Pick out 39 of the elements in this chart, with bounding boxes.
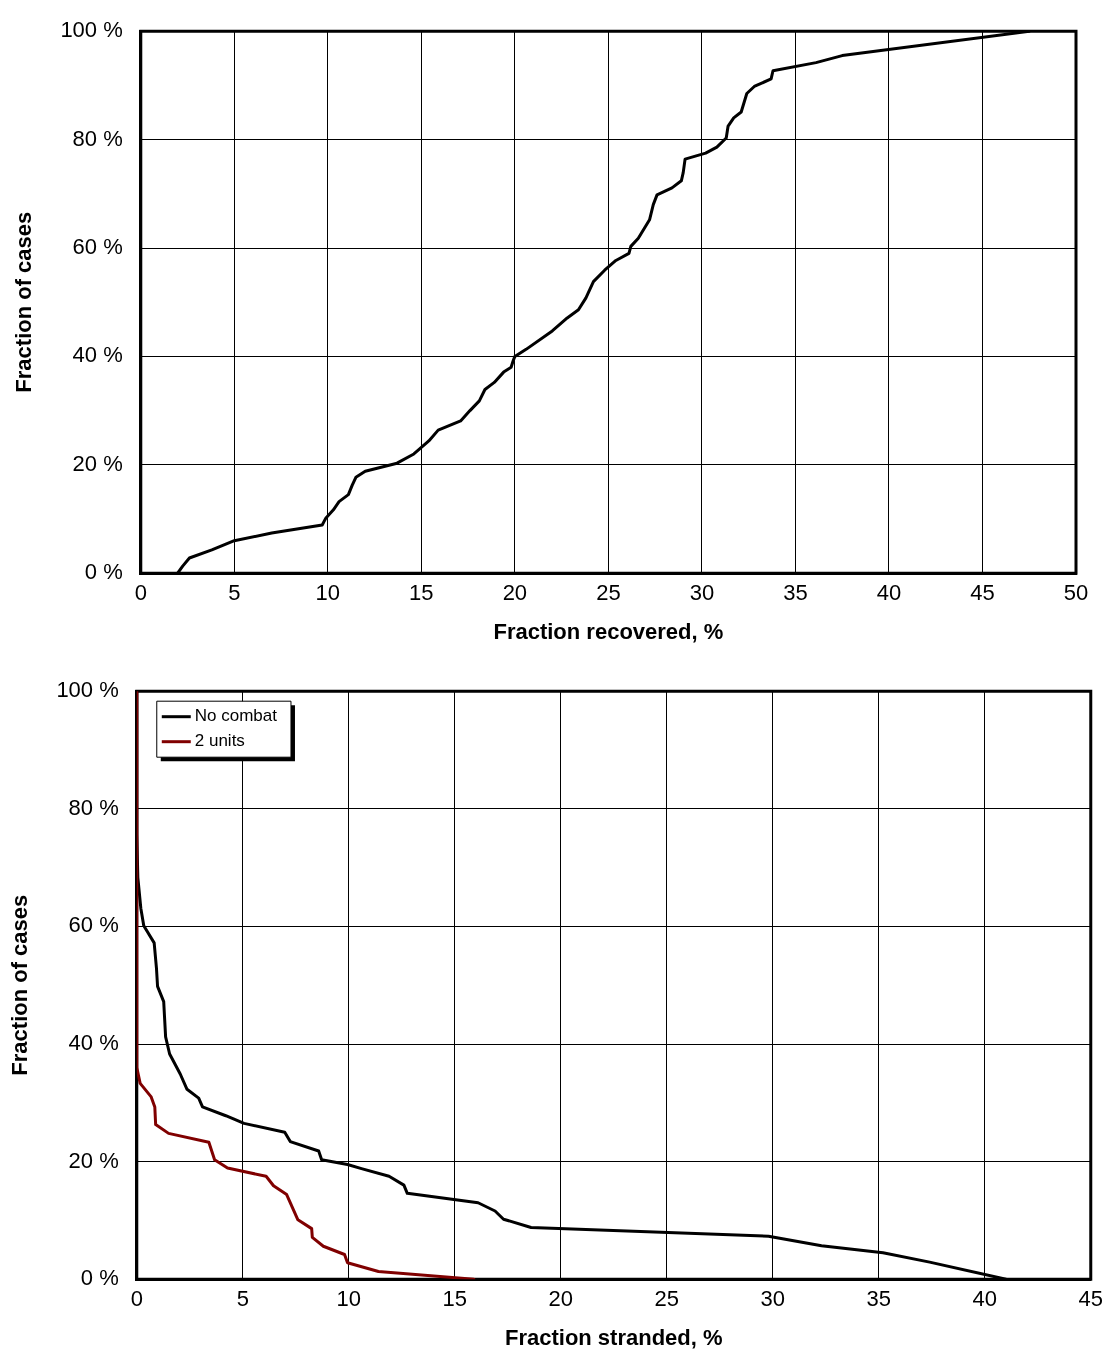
y-tick-label: 100 % xyxy=(56,677,119,703)
x-tick-label: 50 xyxy=(1063,580,1089,606)
y-tick-label: 20 % xyxy=(68,1147,119,1173)
x-tick-label: 30 xyxy=(689,580,715,606)
y-axis-title: Fraction of cases xyxy=(7,894,33,1076)
y-tick-label: 20 % xyxy=(72,450,123,476)
x-tick-label: 25 xyxy=(596,580,621,606)
x-tick-label: 40 xyxy=(876,580,902,606)
y-tick-label: 80 % xyxy=(68,794,119,820)
x-tick-label: 20 xyxy=(502,580,528,606)
x-tick-label: 45 xyxy=(970,580,995,606)
x-tick-label: 10 xyxy=(315,580,341,606)
y-tick-label: 60 % xyxy=(72,234,123,260)
x-tick-label: 30 xyxy=(760,1286,786,1312)
x-axis-title: Fraction stranded, % xyxy=(504,1324,723,1350)
y-tick-label: 0 % xyxy=(84,559,123,585)
legend-label: No combat xyxy=(194,706,278,726)
y-axis-title: Fraction of cases xyxy=(11,211,37,393)
y-tick-label: 100 % xyxy=(60,17,123,43)
x-tick-label: 5 xyxy=(228,580,241,606)
x-tick-label: 0 xyxy=(130,1286,143,1312)
y-tick-label: 80 % xyxy=(72,125,123,151)
x-tick-label: 0 xyxy=(134,580,147,606)
y-tick-label: 0 % xyxy=(80,1265,119,1291)
x-tick-label: 15 xyxy=(442,1286,468,1312)
x-tick-label: 35 xyxy=(783,580,808,606)
legend-label: 2 units xyxy=(194,731,245,751)
x-tick-label: 40 xyxy=(972,1286,998,1312)
x-tick-label: 45 xyxy=(1078,1286,1104,1312)
x-tick-label: 5 xyxy=(236,1286,249,1312)
x-tick-label: 10 xyxy=(336,1286,362,1312)
x-tick-label: 25 xyxy=(654,1286,680,1312)
y-tick-label: 40 % xyxy=(68,1030,119,1056)
x-tick-label: 15 xyxy=(409,580,434,606)
x-tick-label: 20 xyxy=(548,1286,574,1312)
y-tick-label: 60 % xyxy=(68,912,119,938)
x-axis-title: Fraction recovered, % xyxy=(493,618,724,644)
x-tick-label: 35 xyxy=(866,1286,892,1312)
y-tick-label: 40 % xyxy=(72,342,123,368)
